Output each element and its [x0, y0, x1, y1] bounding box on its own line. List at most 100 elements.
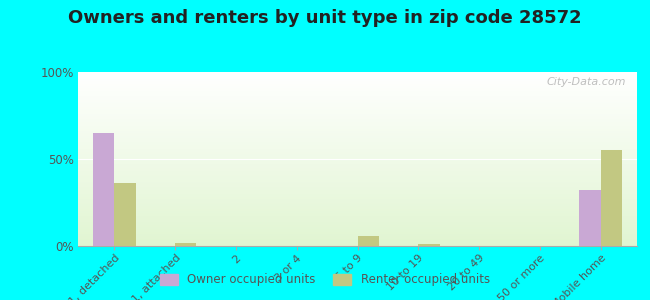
Bar [78, 232, 637, 234]
Bar [78, 159, 637, 161]
Bar [78, 178, 637, 180]
Bar [78, 103, 637, 105]
Bar [78, 112, 637, 114]
Bar [78, 189, 637, 190]
Bar [78, 211, 637, 213]
Bar [78, 126, 637, 128]
Bar [418, 244, 439, 246]
Bar [78, 216, 637, 218]
Bar [78, 166, 637, 168]
Bar [78, 88, 637, 89]
Bar [78, 187, 637, 189]
Bar [78, 145, 637, 147]
Bar [78, 164, 637, 166]
Bar [78, 77, 637, 79]
Bar [78, 148, 637, 150]
Bar [78, 209, 637, 211]
Bar [78, 119, 637, 121]
Bar [78, 196, 637, 197]
Bar [78, 82, 637, 84]
Bar [78, 213, 637, 215]
Bar [78, 182, 637, 183]
Bar [78, 124, 637, 126]
Bar [78, 94, 637, 96]
Bar [78, 183, 637, 185]
Bar [78, 163, 637, 164]
Bar [78, 74, 637, 76]
Bar [78, 199, 637, 201]
Bar [78, 110, 637, 112]
Bar [78, 208, 637, 209]
Bar [78, 229, 637, 230]
Bar [78, 109, 637, 110]
Bar [78, 169, 637, 171]
Bar [78, 86, 637, 88]
Bar [78, 105, 637, 107]
Bar [78, 201, 637, 203]
Bar [78, 98, 637, 100]
Bar [78, 116, 637, 117]
Bar [78, 180, 637, 182]
Text: City-Data.com: City-Data.com [546, 77, 626, 87]
Bar [78, 129, 637, 131]
Bar [78, 152, 637, 154]
Bar [78, 121, 637, 122]
Legend: Owner occupied units, Renter occupied units: Owner occupied units, Renter occupied un… [155, 269, 495, 291]
Bar [78, 185, 637, 187]
Bar [78, 102, 637, 103]
Bar [93, 133, 114, 246]
Bar [601, 150, 622, 246]
Bar [78, 236, 637, 237]
Bar [78, 171, 637, 173]
Bar [78, 190, 637, 192]
Bar [78, 224, 637, 225]
Bar [78, 81, 637, 82]
Bar [78, 117, 637, 119]
Bar [78, 128, 637, 129]
Bar [78, 135, 637, 137]
Bar [78, 241, 637, 242]
Bar [78, 218, 637, 220]
Bar [78, 234, 637, 236]
Bar [78, 96, 637, 98]
Bar [78, 154, 637, 155]
Bar [78, 192, 637, 194]
Bar [78, 206, 637, 208]
Bar [579, 190, 601, 246]
Bar [78, 230, 637, 232]
Bar [78, 100, 637, 102]
Bar [78, 222, 637, 224]
Bar [78, 136, 637, 138]
Bar [78, 175, 637, 176]
Bar [78, 89, 637, 91]
Bar [78, 114, 637, 116]
Bar [78, 140, 637, 142]
Bar [78, 227, 637, 229]
Bar [78, 215, 637, 216]
Bar [78, 122, 637, 124]
Bar [78, 194, 637, 196]
Bar [78, 173, 637, 175]
Bar [78, 150, 637, 152]
Bar [78, 168, 637, 169]
Bar [78, 142, 637, 143]
Bar [78, 91, 637, 93]
Bar [78, 242, 637, 244]
Bar [78, 239, 637, 241]
Bar [78, 244, 637, 246]
Bar [78, 202, 637, 204]
Bar [78, 176, 637, 178]
Bar [78, 79, 637, 81]
Bar [78, 107, 637, 109]
Bar [78, 220, 637, 222]
Bar [78, 143, 637, 145]
Bar [78, 72, 637, 74]
Bar [114, 183, 136, 246]
Bar [78, 161, 637, 163]
Bar [78, 204, 637, 206]
Text: Owners and renters by unit type in zip code 28572: Owners and renters by unit type in zip c… [68, 9, 582, 27]
Bar [78, 93, 637, 94]
Bar [78, 155, 637, 157]
Bar [78, 84, 637, 86]
Bar [78, 76, 637, 77]
